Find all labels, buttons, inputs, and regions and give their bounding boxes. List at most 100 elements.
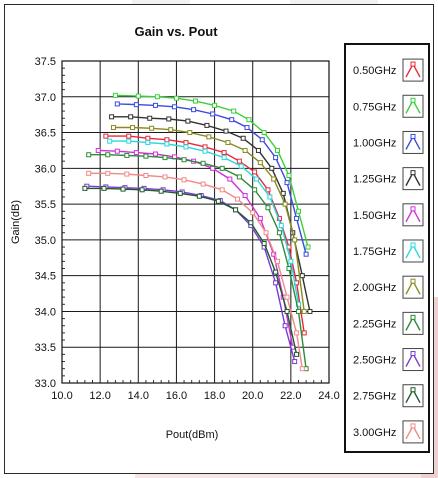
- data-point: [162, 174, 168, 180]
- data-point: [124, 171, 130, 177]
- data-point: [292, 359, 298, 365]
- data-point: [135, 93, 141, 99]
- x-tick-label: 16.0: [166, 390, 187, 402]
- data-point: [234, 196, 240, 202]
- legend-swatch-marker: [410, 170, 416, 176]
- legend-label: 2.50GHz: [353, 355, 396, 367]
- data-point: [267, 194, 273, 200]
- data-point: [282, 201, 288, 207]
- data-point: [139, 187, 145, 193]
- data-point: [105, 170, 111, 176]
- data-point: [210, 111, 216, 117]
- data-point: [219, 187, 225, 193]
- data-point: [236, 158, 242, 164]
- data-point: [130, 125, 136, 131]
- data-point: [278, 223, 284, 229]
- data-point: [294, 330, 300, 336]
- y-axis-label: Gain(dB): [10, 200, 22, 244]
- data-point: [110, 125, 116, 131]
- data-point: [112, 92, 118, 98]
- y-tick-label: 36.5: [35, 128, 56, 140]
- data-point: [280, 190, 286, 196]
- legend-label: 3.00GHz: [353, 427, 396, 439]
- data-point: [288, 258, 294, 264]
- data-point: [95, 147, 101, 153]
- data-point: [143, 172, 149, 178]
- data-point: [254, 176, 260, 182]
- data-point: [152, 151, 158, 157]
- series-1.00GHz: [114, 101, 309, 257]
- x-tick-label: 12.0: [89, 390, 110, 402]
- legend-swatch-box: [402, 239, 424, 263]
- data-point: [126, 133, 132, 139]
- data-point: [143, 153, 149, 159]
- legend-item: 2.25GHz: [353, 311, 424, 335]
- legend-item: 1.50GHz: [353, 203, 424, 227]
- data-point: [173, 95, 179, 101]
- data-point: [284, 180, 290, 186]
- series-2.00GHz: [110, 125, 307, 314]
- data-point: [259, 137, 265, 143]
- data-point: [200, 181, 206, 187]
- data-point: [284, 308, 290, 314]
- data-point: [147, 115, 153, 121]
- y-tick-label: 35.5: [35, 199, 56, 211]
- data-point: [227, 176, 233, 182]
- data-point: [236, 174, 242, 180]
- series-line: [86, 185, 296, 362]
- legend-label: 0.50GHz: [353, 65, 396, 77]
- data-point: [301, 308, 307, 314]
- data-point: [301, 330, 307, 336]
- legend-label: 1.50GHz: [353, 210, 396, 222]
- data-point: [124, 152, 130, 158]
- series-line: [88, 172, 303, 369]
- data-point: [221, 155, 227, 161]
- data-point: [172, 104, 178, 110]
- data-point: [250, 210, 256, 216]
- legend-swatch-marker: [410, 278, 416, 284]
- series-0.50GHz: [103, 133, 307, 336]
- legend-label: 2.25GHz: [353, 318, 396, 330]
- data-point: [294, 215, 300, 221]
- data-point: [265, 187, 271, 193]
- legend-label: 2.75GHz: [353, 391, 396, 403]
- plot-area-border: [61, 60, 330, 384]
- data-point: [103, 133, 109, 139]
- data-point: [152, 102, 158, 108]
- legend-label: 1.25GHz: [353, 174, 396, 186]
- data-point: [307, 308, 313, 314]
- grid-lines: [62, 61, 329, 383]
- data-point: [185, 118, 191, 124]
- legend-item: 2.00GHz: [353, 275, 424, 299]
- data-point: [292, 237, 298, 243]
- data-point: [120, 186, 126, 192]
- data-point: [294, 351, 300, 357]
- y-tick-label: 33.5: [35, 342, 56, 354]
- legend-swatch-box: [402, 94, 424, 118]
- legend-label: 1.00GHz: [353, 137, 396, 149]
- x-tick-label: 18.0: [204, 390, 225, 402]
- data-point: [231, 108, 237, 114]
- legend-item: 3.00GHz: [353, 420, 424, 444]
- series-group: [82, 92, 313, 372]
- data-point: [265, 205, 271, 211]
- data-point: [219, 165, 225, 171]
- legend-label: 2.00GHz: [353, 282, 396, 294]
- chart-title: Gain vs. Pout: [134, 24, 218, 39]
- y-tick-label: 35.0: [35, 235, 56, 247]
- x-tick-label: 14.0: [128, 390, 149, 402]
- legend-swatch-box: [402, 384, 424, 408]
- data-point: [255, 147, 261, 153]
- x-tick-label: 20.0: [242, 390, 263, 402]
- legend-swatch-marker: [410, 314, 416, 320]
- data-point: [252, 187, 258, 193]
- data-point: [133, 150, 139, 156]
- data-point: [107, 138, 113, 144]
- legend-swatch-box: [402, 420, 424, 444]
- series-3.00GHz: [86, 170, 305, 372]
- data-point: [257, 160, 263, 166]
- data-point: [114, 101, 120, 107]
- data-point: [183, 140, 189, 146]
- series-1.75GHz: [107, 138, 301, 307]
